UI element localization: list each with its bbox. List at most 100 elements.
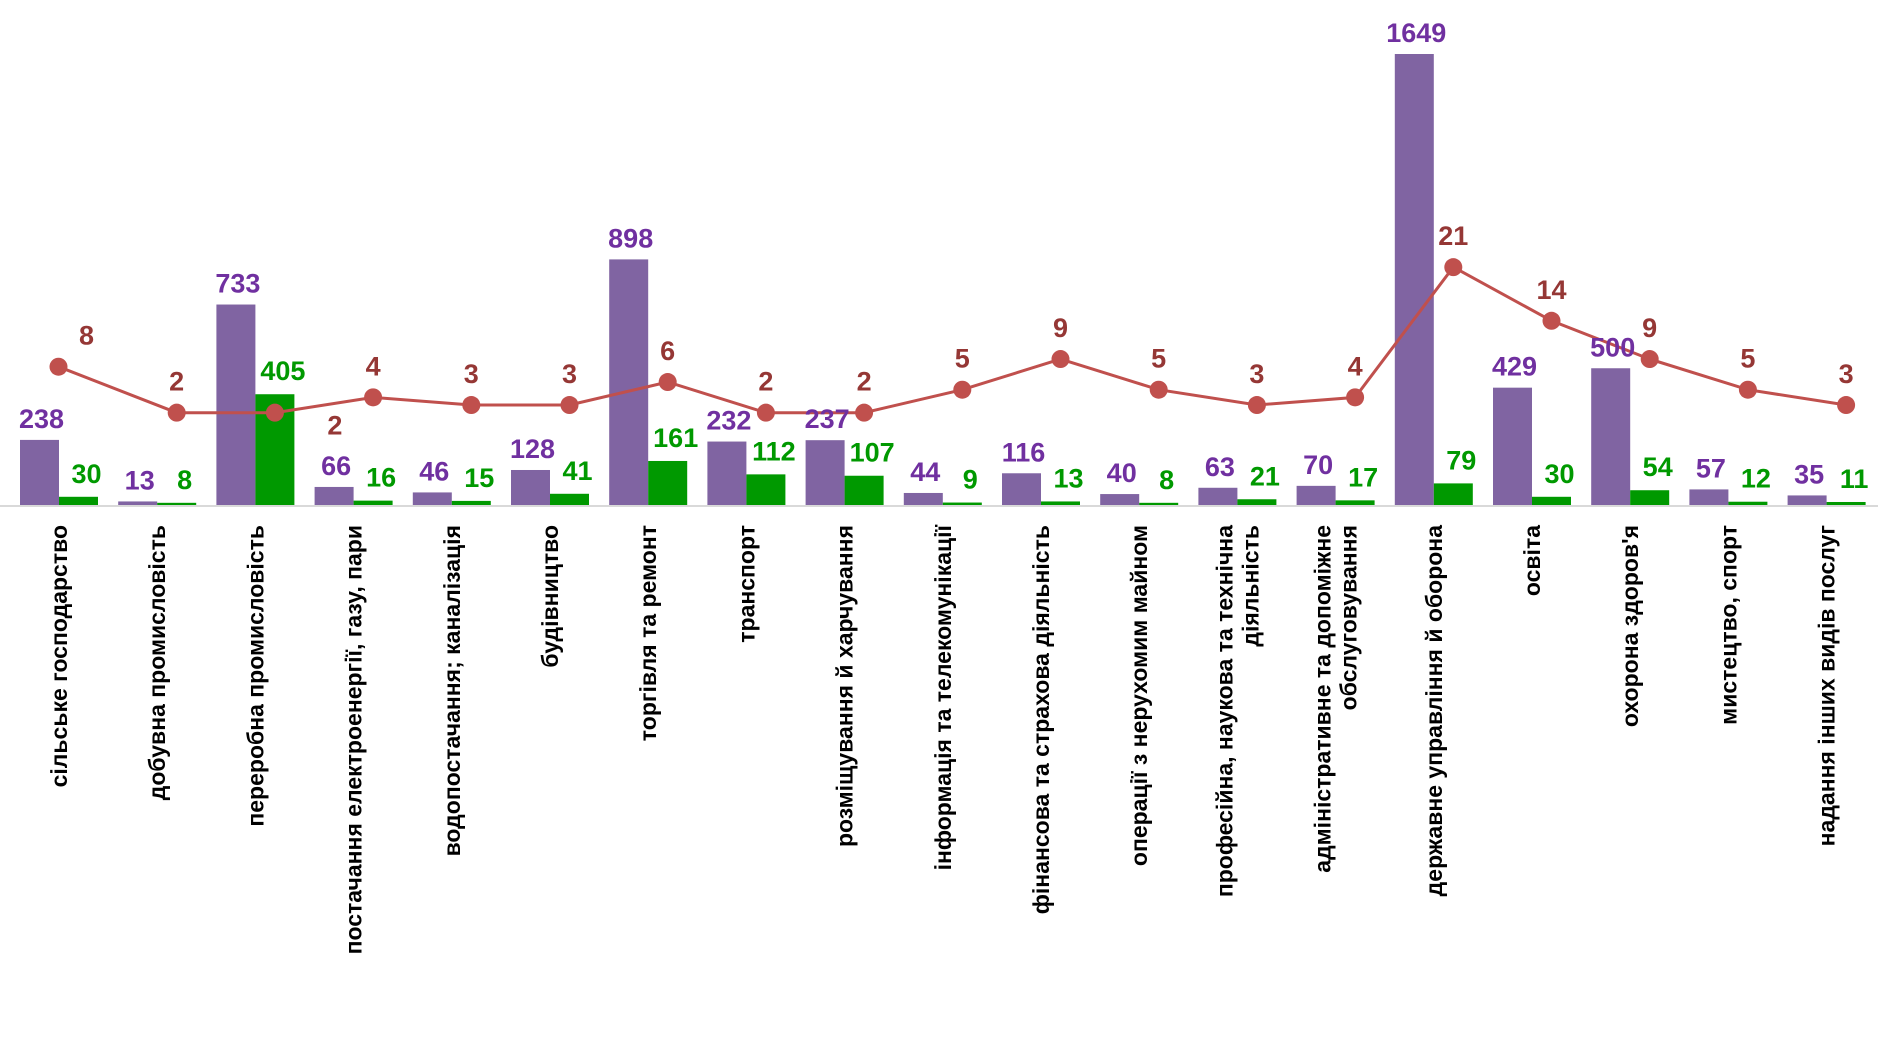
bar-series1	[118, 501, 158, 505]
data-label-series1: 238	[19, 404, 64, 434]
line-point	[167, 403, 186, 422]
data-label-series2: 8	[177, 465, 192, 495]
data-label-line: 5	[1151, 344, 1166, 374]
line-point	[462, 396, 481, 415]
bar-series1	[1296, 485, 1336, 505]
data-label-series2: 405	[260, 356, 305, 386]
category-label: переробна промисловість	[242, 525, 268, 827]
data-label-series2: 54	[1643, 452, 1673, 482]
data-label-series2: 15	[464, 463, 494, 493]
category-label-line: охорона здоров'я	[1617, 525, 1643, 727]
category-label-line: постачання електроенергії, газу, пари	[341, 525, 367, 954]
data-label-line: 4	[1348, 351, 1363, 381]
data-label-series1: 898	[608, 223, 653, 253]
bar-series2	[353, 500, 393, 505]
bar-series2	[1532, 496, 1571, 505]
bar-series1	[314, 486, 354, 505]
data-label-series2: 107	[850, 438, 895, 468]
category-label: сільське господарство	[46, 525, 72, 787]
category-label: охорона здоров'я	[1617, 525, 1643, 727]
data-label-line: 21	[1438, 221, 1468, 251]
category-label: надання інших видів послуг	[1814, 525, 1840, 846]
bars-layer	[20, 54, 1866, 505]
bar-series2	[1433, 483, 1473, 505]
data-label-series1: 116	[1002, 437, 1046, 467]
data-label-series2: 112	[752, 436, 796, 466]
category-label: фінансова та страхова діяльність	[1028, 525, 1054, 914]
cats-layer: сільське господарство добувна промисловіс…	[46, 524, 1840, 954]
category-label: операції з нерухомим майном	[1126, 525, 1152, 866]
line-point	[1149, 380, 1168, 399]
data-label-series1: 13	[125, 465, 155, 495]
bar-series1	[1100, 494, 1140, 505]
data-label-series2: 9	[963, 465, 978, 495]
category-label: адміністративне та допоміжне обслуговуван…	[1310, 525, 1362, 873]
line-point	[658, 373, 677, 392]
category-label: інформація та телекомунікації	[930, 524, 956, 870]
bar-series2	[1335, 500, 1375, 505]
category-label-line: інформація та телекомунікації	[930, 524, 956, 870]
category-label-line: добувна промисловість	[144, 525, 170, 800]
bar-series1	[1591, 368, 1631, 505]
line-point	[364, 388, 383, 407]
category-label-line: будівництво	[537, 525, 563, 668]
category-label-line: переробна промисловість	[242, 525, 268, 827]
data-label-line: 8	[79, 321, 94, 351]
bar-series2	[451, 500, 491, 505]
bar-series2	[1826, 501, 1866, 505]
data-label-series2: 11	[1840, 464, 1869, 494]
bar-series2	[1630, 490, 1670, 505]
bar-series2	[1237, 499, 1277, 505]
category-label-line: торгівля та ремонт	[635, 525, 661, 741]
data-label-series1: 66	[321, 451, 351, 481]
category-label-line: обслуговування	[1336, 525, 1362, 710]
bar-series2	[59, 496, 98, 505]
data-label-line: 5	[955, 344, 970, 374]
bar-series1	[609, 259, 649, 505]
data-label-line: 9	[1053, 313, 1068, 343]
data-label-line: 2	[327, 411, 342, 441]
data-label-series2: 79	[1446, 445, 1476, 475]
category-label-line: транспорт	[733, 525, 759, 643]
bar-series2	[844, 475, 884, 505]
data-label-series1: 35	[1794, 459, 1824, 489]
bar-series1	[1198, 487, 1238, 505]
bar-series1	[805, 440, 845, 505]
category-label: державне управління й оборона	[1421, 525, 1447, 897]
bar-series2	[942, 502, 982, 505]
line-layer	[49, 258, 1856, 422]
bar-series2	[550, 493, 589, 505]
data-label-line: 2	[169, 367, 184, 397]
category-label: добувна промисловість	[144, 525, 170, 800]
line-series	[57, 265, 1847, 415]
data-label-series1: 128	[510, 434, 555, 464]
bar-series1	[20, 439, 59, 505]
line-point	[953, 380, 972, 399]
bar-series1	[1689, 489, 1729, 505]
bar-series1	[1787, 495, 1827, 505]
category-label-line: державне управління й оборона	[1421, 525, 1447, 897]
data-label-series2: 16	[366, 463, 396, 493]
category-label-line: професійна, наукова та технічна	[1211, 525, 1237, 897]
line-point	[855, 403, 874, 422]
bar-series2	[1139, 502, 1179, 505]
category-label-line: мистецтво, спорт	[1715, 525, 1741, 725]
category-label: мистецтво, спорт	[1715, 525, 1741, 725]
data-label-series2: 161	[653, 423, 698, 453]
category-label: розміщування й харчування	[832, 525, 858, 847]
category-label-line: фінансова та страхова діяльність	[1028, 525, 1054, 914]
bar-series1	[216, 304, 256, 505]
data-label-line: 14	[1536, 275, 1566, 305]
category-label: водопостачання; каналізація	[439, 525, 465, 856]
data-label-series1: 1649	[1386, 18, 1446, 48]
data-label-series2: 30	[1544, 459, 1574, 489]
data-label-line: 4	[366, 351, 381, 381]
data-label-series1: 429	[1492, 352, 1537, 382]
bar-series2	[1041, 501, 1080, 505]
category-label-line: діяльність	[1237, 525, 1263, 647]
bar-series1	[1394, 54, 1434, 505]
data-label-line: 3	[464, 359, 479, 389]
data-label-line: 6	[660, 336, 675, 366]
bar-series1	[707, 441, 747, 505]
category-label-line: водопостачання; каналізація	[439, 525, 465, 856]
